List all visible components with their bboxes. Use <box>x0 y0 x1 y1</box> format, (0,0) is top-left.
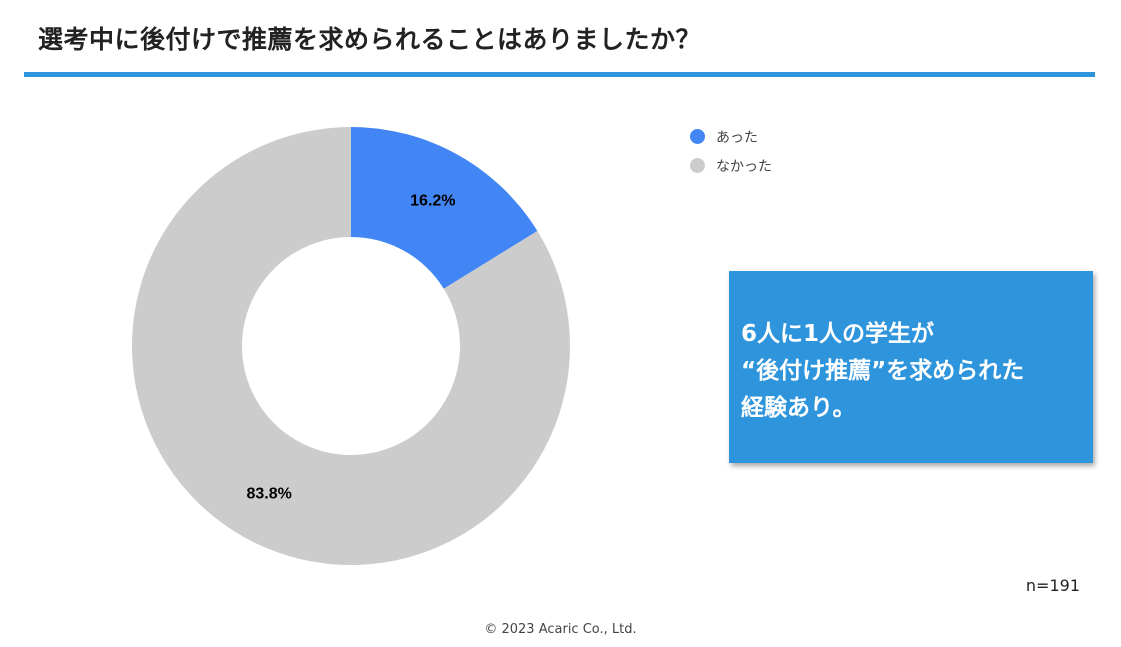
donut-label-atta: 16.2% <box>410 192 455 209</box>
callout-line-1: 6人に1人の学生が <box>741 321 935 347</box>
legend-item-atta: あった <box>690 122 772 151</box>
legend-label-atta: あった <box>716 129 758 146</box>
donut-label-nakatta: 83.8% <box>246 486 291 503</box>
chart-legend: あった なかった <box>690 122 772 180</box>
donut-slice-atta <box>351 127 538 289</box>
callout-line-2: “後付け推薦”を求められた <box>741 358 1025 384</box>
chart-title: 選考中に後付けで推薦を求められることはありましたか？ <box>38 25 702 54</box>
legend-swatch-atta <box>690 129 705 144</box>
summary-callout: 6人に1人の学生が “後付け推薦”を求められた 経験あり。 <box>729 271 1093 463</box>
legend-item-nakatta: なかった <box>690 151 772 180</box>
sample-size: n=191 <box>1025 576 1080 595</box>
title-underline <box>24 72 1095 77</box>
callout-line-3: 経験あり。 <box>741 395 856 421</box>
legend-label-nakatta: なかった <box>716 158 772 175</box>
donut-slice-nakatta <box>131 127 570 565</box>
copyright-notice: © 2023 Acaric Co., Ltd. <box>484 622 637 637</box>
legend-swatch-nakatta <box>690 158 705 173</box>
